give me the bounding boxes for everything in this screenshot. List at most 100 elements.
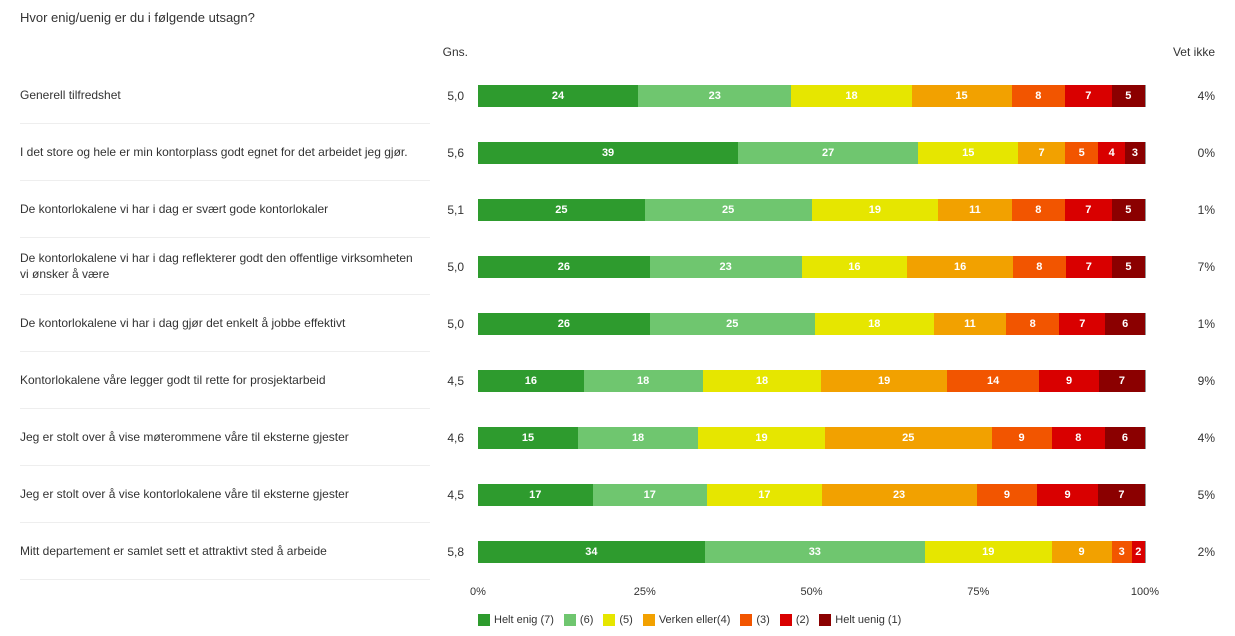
stacked-bar: 17171723997 bbox=[478, 484, 1145, 506]
bar-segment: 3 bbox=[1125, 142, 1145, 164]
legend-item: (6) bbox=[564, 614, 593, 626]
bar-segment: 27 bbox=[738, 142, 918, 164]
row-vetikke: 7% bbox=[1145, 260, 1215, 274]
bar-segment: 7 bbox=[1066, 256, 1112, 278]
legend-label: Helt enig (7) bbox=[494, 614, 554, 626]
legend-label: (2) bbox=[796, 614, 809, 626]
row-label: I det store og hele er min kontorplass g… bbox=[20, 124, 430, 181]
row-label: Mitt departement er samlet sett et attra… bbox=[20, 523, 430, 580]
bar-segment: 18 bbox=[791, 85, 911, 107]
bar-segment: 16 bbox=[478, 370, 584, 392]
stacked-bar: 26231616875 bbox=[478, 256, 1145, 278]
bar-segment: 19 bbox=[698, 427, 825, 449]
bar-segment: 26 bbox=[478, 313, 650, 335]
legend-item: (5) bbox=[603, 614, 632, 626]
bar-segment: 25 bbox=[650, 313, 815, 335]
row-vetikke: 2% bbox=[1145, 545, 1215, 559]
bar-segment: 17 bbox=[593, 484, 708, 506]
bar-segment: 26 bbox=[478, 256, 650, 278]
bar-segment: 9 bbox=[1037, 484, 1098, 506]
bar-segment: 7 bbox=[1018, 142, 1065, 164]
row-label: Kontorlokalene våre legger godt til rett… bbox=[20, 352, 430, 409]
row-vetikke: 1% bbox=[1145, 317, 1215, 331]
bar-segment: 5 bbox=[1112, 256, 1145, 278]
bar-segment: 19 bbox=[812, 199, 939, 221]
x-axis: 0%25%50%75%100% bbox=[478, 586, 1145, 602]
bar-segment: 7 bbox=[1059, 313, 1105, 335]
stacked-bar: 3927157543 bbox=[478, 142, 1145, 164]
stacked-bar: 25251911875 bbox=[478, 199, 1145, 221]
legend-label: (3) bbox=[756, 614, 769, 626]
bar-segment: 3 bbox=[1112, 541, 1132, 563]
legend-swatch bbox=[603, 614, 615, 626]
bar-segment: 23 bbox=[822, 484, 977, 506]
legend-item: (3) bbox=[740, 614, 769, 626]
stacked-bar: 343319932 bbox=[478, 541, 1145, 563]
bar-segment: 4 bbox=[1098, 142, 1125, 164]
legend-swatch bbox=[819, 614, 831, 626]
bar-segment: 33 bbox=[705, 541, 925, 563]
bar-segment: 8 bbox=[1052, 427, 1105, 449]
stacked-bar: 15181925986 bbox=[478, 427, 1145, 449]
row-label: De kontorlokalene vi har i dag er svært … bbox=[20, 181, 430, 238]
legend-swatch bbox=[564, 614, 576, 626]
row-gns: 4,6 bbox=[430, 431, 478, 445]
row-gns: 5,0 bbox=[430, 260, 478, 274]
bar-segment: 17 bbox=[478, 484, 593, 506]
stacked-bar: 161818191497 bbox=[478, 370, 1145, 392]
legend-swatch bbox=[478, 614, 490, 626]
row-gns: 5,6 bbox=[430, 146, 478, 160]
bar-segment: 23 bbox=[638, 85, 791, 107]
bar-segment: 16 bbox=[802, 256, 908, 278]
legend-item: Helt uenig (1) bbox=[819, 614, 901, 626]
bar-segment: 8 bbox=[1012, 85, 1065, 107]
bar-segment: 15 bbox=[918, 142, 1018, 164]
bar-segment: 11 bbox=[934, 313, 1007, 335]
bar-segment: 14 bbox=[947, 370, 1039, 392]
row-gns: 5,1 bbox=[430, 203, 478, 217]
bar-segment: 8 bbox=[1006, 313, 1059, 335]
legend-label: Verken eller(4) bbox=[659, 614, 731, 626]
stacked-bar: 24231815875 bbox=[478, 85, 1145, 107]
bar-segment: 18 bbox=[578, 427, 698, 449]
bar-segment: 2 bbox=[1132, 541, 1145, 563]
bar-segment: 39 bbox=[478, 142, 738, 164]
row-gns: 4,5 bbox=[430, 374, 478, 388]
bar-segment: 17 bbox=[707, 484, 822, 506]
bar-segment: 18 bbox=[815, 313, 934, 335]
bar-segment: 5 bbox=[1112, 199, 1145, 221]
stacked-bar: 26251811876 bbox=[478, 313, 1145, 335]
bar-segment: 11 bbox=[938, 199, 1011, 221]
legend-swatch bbox=[740, 614, 752, 626]
row-vetikke: 0% bbox=[1145, 146, 1215, 160]
bar-segment: 24 bbox=[478, 85, 638, 107]
axis-tick: 100% bbox=[1131, 586, 1159, 598]
bar-segment: 19 bbox=[925, 541, 1052, 563]
row-vetikke: 5% bbox=[1145, 488, 1215, 502]
axis-tick: 0% bbox=[470, 586, 486, 598]
row-vetikke: 4% bbox=[1145, 89, 1215, 103]
bar-segment: 7 bbox=[1065, 85, 1112, 107]
bar-segment: 8 bbox=[1012, 199, 1065, 221]
bar-segment: 7 bbox=[1065, 199, 1112, 221]
bar-segment: 15 bbox=[912, 85, 1012, 107]
header-gns: Gns. bbox=[430, 45, 478, 67]
bar-segment: 25 bbox=[478, 199, 645, 221]
bar-segment: 9 bbox=[1039, 370, 1098, 392]
bar-segment: 9 bbox=[992, 427, 1052, 449]
bar-segment: 9 bbox=[1052, 541, 1112, 563]
row-vetikke: 9% bbox=[1145, 374, 1215, 388]
bar-segment: 19 bbox=[821, 370, 946, 392]
bar-segment: 5 bbox=[1112, 85, 1145, 107]
bar-segment: 18 bbox=[584, 370, 703, 392]
legend-item: Helt enig (7) bbox=[478, 614, 554, 626]
row-gns: 4,5 bbox=[430, 488, 478, 502]
legend-label: (5) bbox=[619, 614, 632, 626]
axis-tick: 75% bbox=[967, 586, 989, 598]
row-gns: 5,0 bbox=[430, 89, 478, 103]
legend: Helt enig (7) (6) (5) Verken eller(4) (3) (2)… bbox=[478, 614, 1145, 626]
row-vetikke: 4% bbox=[1145, 431, 1215, 445]
bar-segment: 18 bbox=[703, 370, 822, 392]
header-vetikke: Vet ikke bbox=[1145, 45, 1215, 67]
bar-segment: 6 bbox=[1105, 427, 1145, 449]
